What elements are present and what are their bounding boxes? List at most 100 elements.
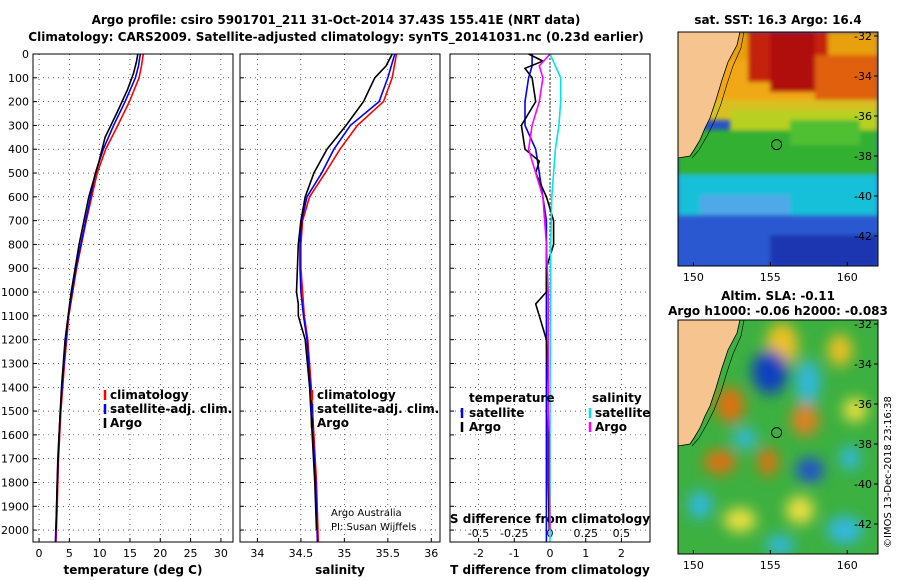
plot-difference: -2 -1 0 1 2-0.5 -0.25 0 0.25 0.5S difference fro… <box>449 53 651 577</box>
sla-map-axes: 150 155 160 -32 -34 -36 -38 -40 -42 <box>683 318 878 572</box>
depth-tick-label: 1100 <box>1 310 29 323</box>
difference-series-t-satellite <box>524 54 548 542</box>
sla_map-ytick-label: -32 <box>854 318 872 331</box>
difference-xtick-label: 1 <box>582 547 589 560</box>
diff-legend-temperature-title: temperature <box>469 391 554 405</box>
sla-map: 150 155 160 -32 -34 -36 -38 -40 -42 <box>677 318 879 572</box>
temperature-xtick-label: 10 <box>93 547 107 560</box>
depth-tick-label: 1600 <box>1 429 29 442</box>
depth-tick-label: 200 <box>8 96 29 109</box>
s-diff-tick-label: 0.25 <box>573 527 598 540</box>
temperature-legend-label: climatology <box>110 388 189 402</box>
depth-tick-label: 800 <box>8 238 29 251</box>
depth-tick-label: 600 <box>8 191 29 204</box>
s-diff-tick-label: -0.5 <box>468 527 489 540</box>
temperature-xtick-label: 30 <box>214 547 228 560</box>
sst_map-ytick-label: -36 <box>854 110 872 123</box>
s-diff-tick-label: 0.5 <box>613 527 631 540</box>
temperature-frame <box>32 53 234 543</box>
credit-line-2: PI: Susan Wijffels <box>331 522 416 533</box>
sst_map-xtick-label: 150 <box>683 271 704 284</box>
depth-tick-label: 1500 <box>1 405 29 418</box>
temperature-legend-label: satellite-adj. clim. <box>110 402 232 416</box>
sla_map-argo-marker <box>771 427 783 439</box>
sla_map-ytick-label: -36 <box>854 398 872 411</box>
sla-land <box>678 320 741 447</box>
sla-map-title-line1: Altim. SLA: -0.11 <box>721 289 835 303</box>
sst-map-axes: 150 155 160 -32 -34 -36 -38 -40 -42 <box>683 30 878 284</box>
sst_map-ytick-label: -42 <box>854 230 872 243</box>
salinity-xtick-label: 36 <box>424 547 438 560</box>
sla_map-xtick-label: 155 <box>760 559 781 572</box>
salinity-xtick-label: 35 <box>337 547 351 560</box>
depth-tick-label: 0 <box>22 48 29 61</box>
depth-tick-label: 1900 <box>1 500 29 513</box>
difference-xtick-label: -1 <box>509 547 520 560</box>
salinity-legend-label: Argo <box>317 416 349 430</box>
salinity-xtick-label: 35.5 <box>376 547 401 560</box>
salinity-series-argo <box>295 53 393 531</box>
sla-field <box>678 320 878 554</box>
sst-field <box>678 32 878 266</box>
temperature-xlabel: temperature (deg C) <box>64 563 203 577</box>
depth-tick-label: 2000 <box>1 524 29 537</box>
difference-series-s-argo <box>527 53 551 531</box>
sst_map-ytick-label: -38 <box>854 150 872 163</box>
temperature-series-argo <box>55 53 139 531</box>
sst_map-xtick-label: 160 <box>837 271 858 284</box>
sst-land <box>678 32 741 159</box>
plot-temperature: 0 5 10 15 20 25 300100200300400500600700800900… <box>1 48 234 577</box>
depth-tick-label: 1300 <box>1 357 29 370</box>
temperature-xtick-label: 20 <box>153 547 167 560</box>
sst-map-title: sat. SST: 16.3 Argo: 16.4 <box>694 13 861 27</box>
sst-map: 150 155 160 -32 -34 -36 -38 -40 -42 <box>677 30 879 284</box>
salinity-legend-label: climatology <box>317 388 396 402</box>
salinity-frame <box>239 53 441 543</box>
plot-salinity: 34 34.5 35 35.5 36 salinity climatologysatelli… <box>239 53 441 577</box>
diff-legend-left-label: Argo <box>469 420 501 434</box>
difference-xtick-label: 0 <box>547 547 554 560</box>
sla_map-xtick-label: 160 <box>837 559 858 572</box>
sst_map-ytick-label: -34 <box>854 70 872 83</box>
sla-map-title-line2: Argo h1000: -0.06 h2000: -0.083 <box>668 304 888 318</box>
difference-xtick-label: -2 <box>473 547 484 560</box>
sla_map-ytick-label: -40 <box>854 478 872 491</box>
diff-legend-right-label: Argo <box>595 420 627 434</box>
depth-tick-label: 100 <box>8 72 29 85</box>
temperature-legend-label: Argo <box>110 416 142 430</box>
difference-frame <box>449 53 651 543</box>
diff-legend-right-label: satellite <box>595 406 650 420</box>
sla_map-ytick-label: -34 <box>854 358 872 371</box>
sst_map-argo-marker <box>771 139 783 151</box>
sla_map-ytick-label: -42 <box>854 518 872 531</box>
sla_map-ytick-label: -38 <box>854 438 872 451</box>
difference-xtick-label: 2 <box>618 547 625 560</box>
depth-tick-label: 500 <box>8 167 29 180</box>
diff-legend-salinity-title: salinity <box>592 391 642 405</box>
credit-line-1: Argo Australia <box>331 508 402 519</box>
depth-tick-label: 700 <box>8 215 29 228</box>
depth-tick-label: 300 <box>8 119 29 132</box>
salinity-xtick-label: 34.5 <box>289 547 314 560</box>
sst_map-ytick-label: -32 <box>854 30 872 43</box>
depth-tick-label: 1200 <box>1 334 29 347</box>
difference-xlabel: T difference from climatology <box>450 563 650 577</box>
depth-tick-label: 900 <box>8 262 29 275</box>
temperature-xtick-label: 15 <box>123 547 137 560</box>
sla_map-xtick-label: 150 <box>683 559 704 572</box>
temperature-xtick-label: 0 <box>36 547 43 560</box>
temperature-plot-area <box>33 54 233 542</box>
temperature-xtick-label: 5 <box>66 547 73 560</box>
figure-title-line2: Climatology: CARS2009. Satellite-adjuste… <box>28 30 643 45</box>
salinity-plot-area <box>240 54 440 542</box>
sst-map-frame <box>677 31 879 267</box>
salinity-legend-label: satellite-adj. clim. <box>317 402 439 416</box>
salinity-series-climatology <box>300 53 398 543</box>
figure-title-line1: Argo profile: csiro 5901701_211 31-Oct-2… <box>92 13 581 28</box>
sst_map-xtick-label: 155 <box>760 271 781 284</box>
diff-legend-left-label: satellite <box>469 406 524 420</box>
salinity-xlabel: salinity <box>315 563 365 577</box>
depth-tick-label: 1000 <box>1 286 29 299</box>
